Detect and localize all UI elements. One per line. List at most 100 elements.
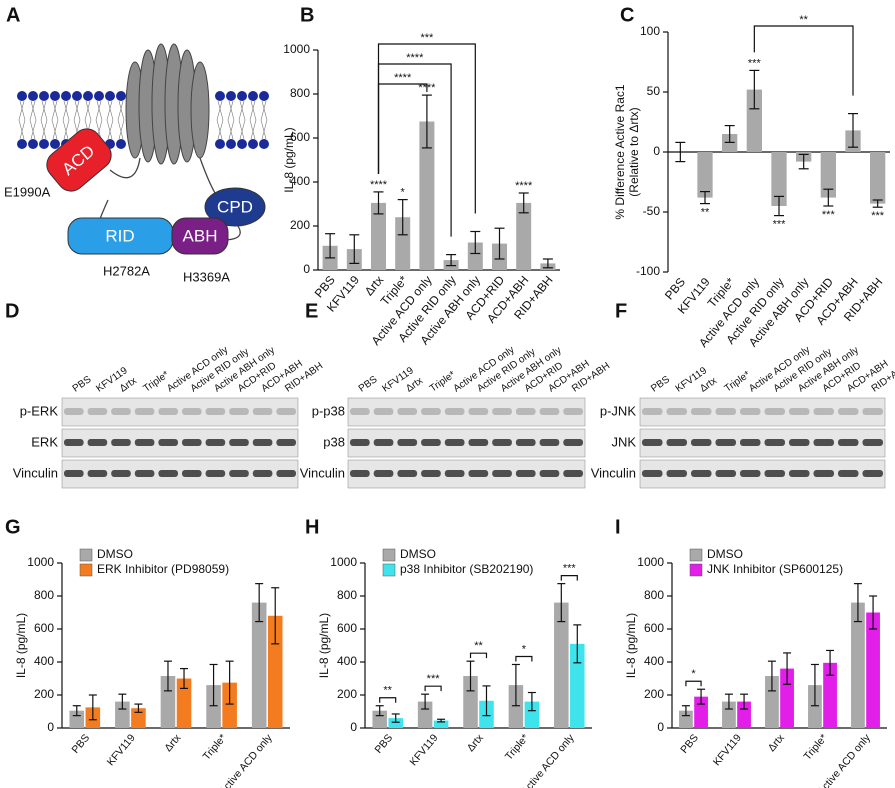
legend-swatch <box>79 548 93 562</box>
band <box>252 439 273 446</box>
x-tick-label: Δrtx <box>766 731 788 754</box>
band <box>421 439 441 446</box>
lipid-head <box>94 91 104 101</box>
y-tick-label: 400 <box>337 654 357 668</box>
domain-label: ABH <box>183 226 218 245</box>
x-tick-label: PBS <box>678 732 701 756</box>
bar <box>516 202 532 270</box>
band <box>397 470 418 477</box>
significance-label: *** <box>773 219 787 231</box>
significance-label: ** <box>383 685 392 697</box>
band <box>444 470 465 477</box>
bar <box>388 718 403 728</box>
bracket <box>377 83 428 174</box>
band <box>205 470 226 477</box>
band <box>350 408 370 415</box>
domain-label: CPD <box>217 197 253 216</box>
significance-label: * <box>522 643 527 655</box>
bar <box>131 708 146 728</box>
band <box>134 470 155 477</box>
lipid-tail <box>260 100 268 140</box>
x-tick-label: Δrtx <box>465 731 487 754</box>
lipid-tail <box>29 100 37 140</box>
panel-letter: I <box>615 516 621 538</box>
lipid-head <box>116 139 126 149</box>
lipid-tail <box>106 100 114 140</box>
panel-letter: C <box>620 4 634 26</box>
lane-label: PBS <box>649 374 672 395</box>
band <box>715 439 736 446</box>
y-tick-label: 800 <box>644 588 664 602</box>
row-label: p38 <box>323 434 345 449</box>
row-label: Vinculin <box>591 465 636 480</box>
y-tick-label: 200 <box>290 218 310 232</box>
band <box>813 408 834 415</box>
band <box>539 439 560 446</box>
band <box>715 408 736 415</box>
x-tick-label: Triple* <box>801 732 829 763</box>
bar <box>69 710 85 728</box>
bar <box>851 602 865 728</box>
panel-letter: B <box>300 4 314 26</box>
significance-label: ** <box>701 207 710 219</box>
band <box>838 470 859 477</box>
bar <box>463 676 478 728</box>
lipid-head <box>28 91 38 101</box>
bracket <box>515 655 533 662</box>
band <box>276 408 296 415</box>
band <box>373 470 394 477</box>
y-tick-label: -100 <box>636 264 660 278</box>
x-tick-label: Triple* <box>503 732 531 763</box>
panel-letter: E <box>305 300 318 322</box>
band <box>64 439 84 446</box>
y-tick-label: 600 <box>290 130 310 144</box>
band <box>740 439 761 446</box>
band <box>158 470 178 477</box>
lipid-tail <box>62 100 70 140</box>
band <box>789 408 810 415</box>
lipid-head <box>248 91 258 101</box>
lipid-head <box>259 91 269 101</box>
y-tick-label: 0 <box>303 262 310 276</box>
bar <box>823 662 837 728</box>
y-tick-label: 200 <box>337 687 357 701</box>
bar <box>508 685 524 728</box>
y-tick-label: 400 <box>644 654 664 668</box>
band <box>563 408 583 415</box>
y-tick-label: 0 <box>350 720 357 734</box>
bracket-label: **** <box>406 52 424 64</box>
panel-letter: F <box>615 300 627 322</box>
bracket <box>685 680 702 687</box>
y-tick-label: 600 <box>337 621 357 635</box>
lipid-head <box>17 91 27 101</box>
bracket <box>469 652 488 659</box>
lipid-head <box>72 91 82 101</box>
lipid-tail <box>216 100 224 140</box>
x-tick-label: PBS <box>70 732 93 756</box>
y-axis-label: IL-8 (pg/mL) <box>624 613 638 678</box>
y-tick-label: 1000 <box>637 555 664 569</box>
band <box>111 439 131 446</box>
band <box>205 408 226 415</box>
band <box>740 408 761 415</box>
band <box>87 408 108 415</box>
band <box>492 408 512 415</box>
band <box>666 470 687 477</box>
y-tick-label: 200 <box>34 687 54 701</box>
band <box>838 408 859 415</box>
lane-label: Triple* <box>428 369 458 394</box>
legend-swatch <box>689 563 703 577</box>
y-tick-label: 100 <box>640 24 660 38</box>
panel-letter: A <box>6 4 20 26</box>
bar <box>771 152 787 206</box>
y-axis-label: IL-8 (pg/mL) <box>317 613 331 678</box>
y-tick-label: 600 <box>644 621 664 635</box>
y-tick-label: 400 <box>34 654 54 668</box>
lipid-head <box>237 91 247 101</box>
significance-label: *** <box>748 57 762 69</box>
y-tick-label: 0 <box>47 720 54 734</box>
lipid-tail <box>51 100 59 140</box>
y-tick-label: 800 <box>290 86 310 100</box>
lipid-head <box>237 139 247 149</box>
lipid-head <box>39 91 49 101</box>
